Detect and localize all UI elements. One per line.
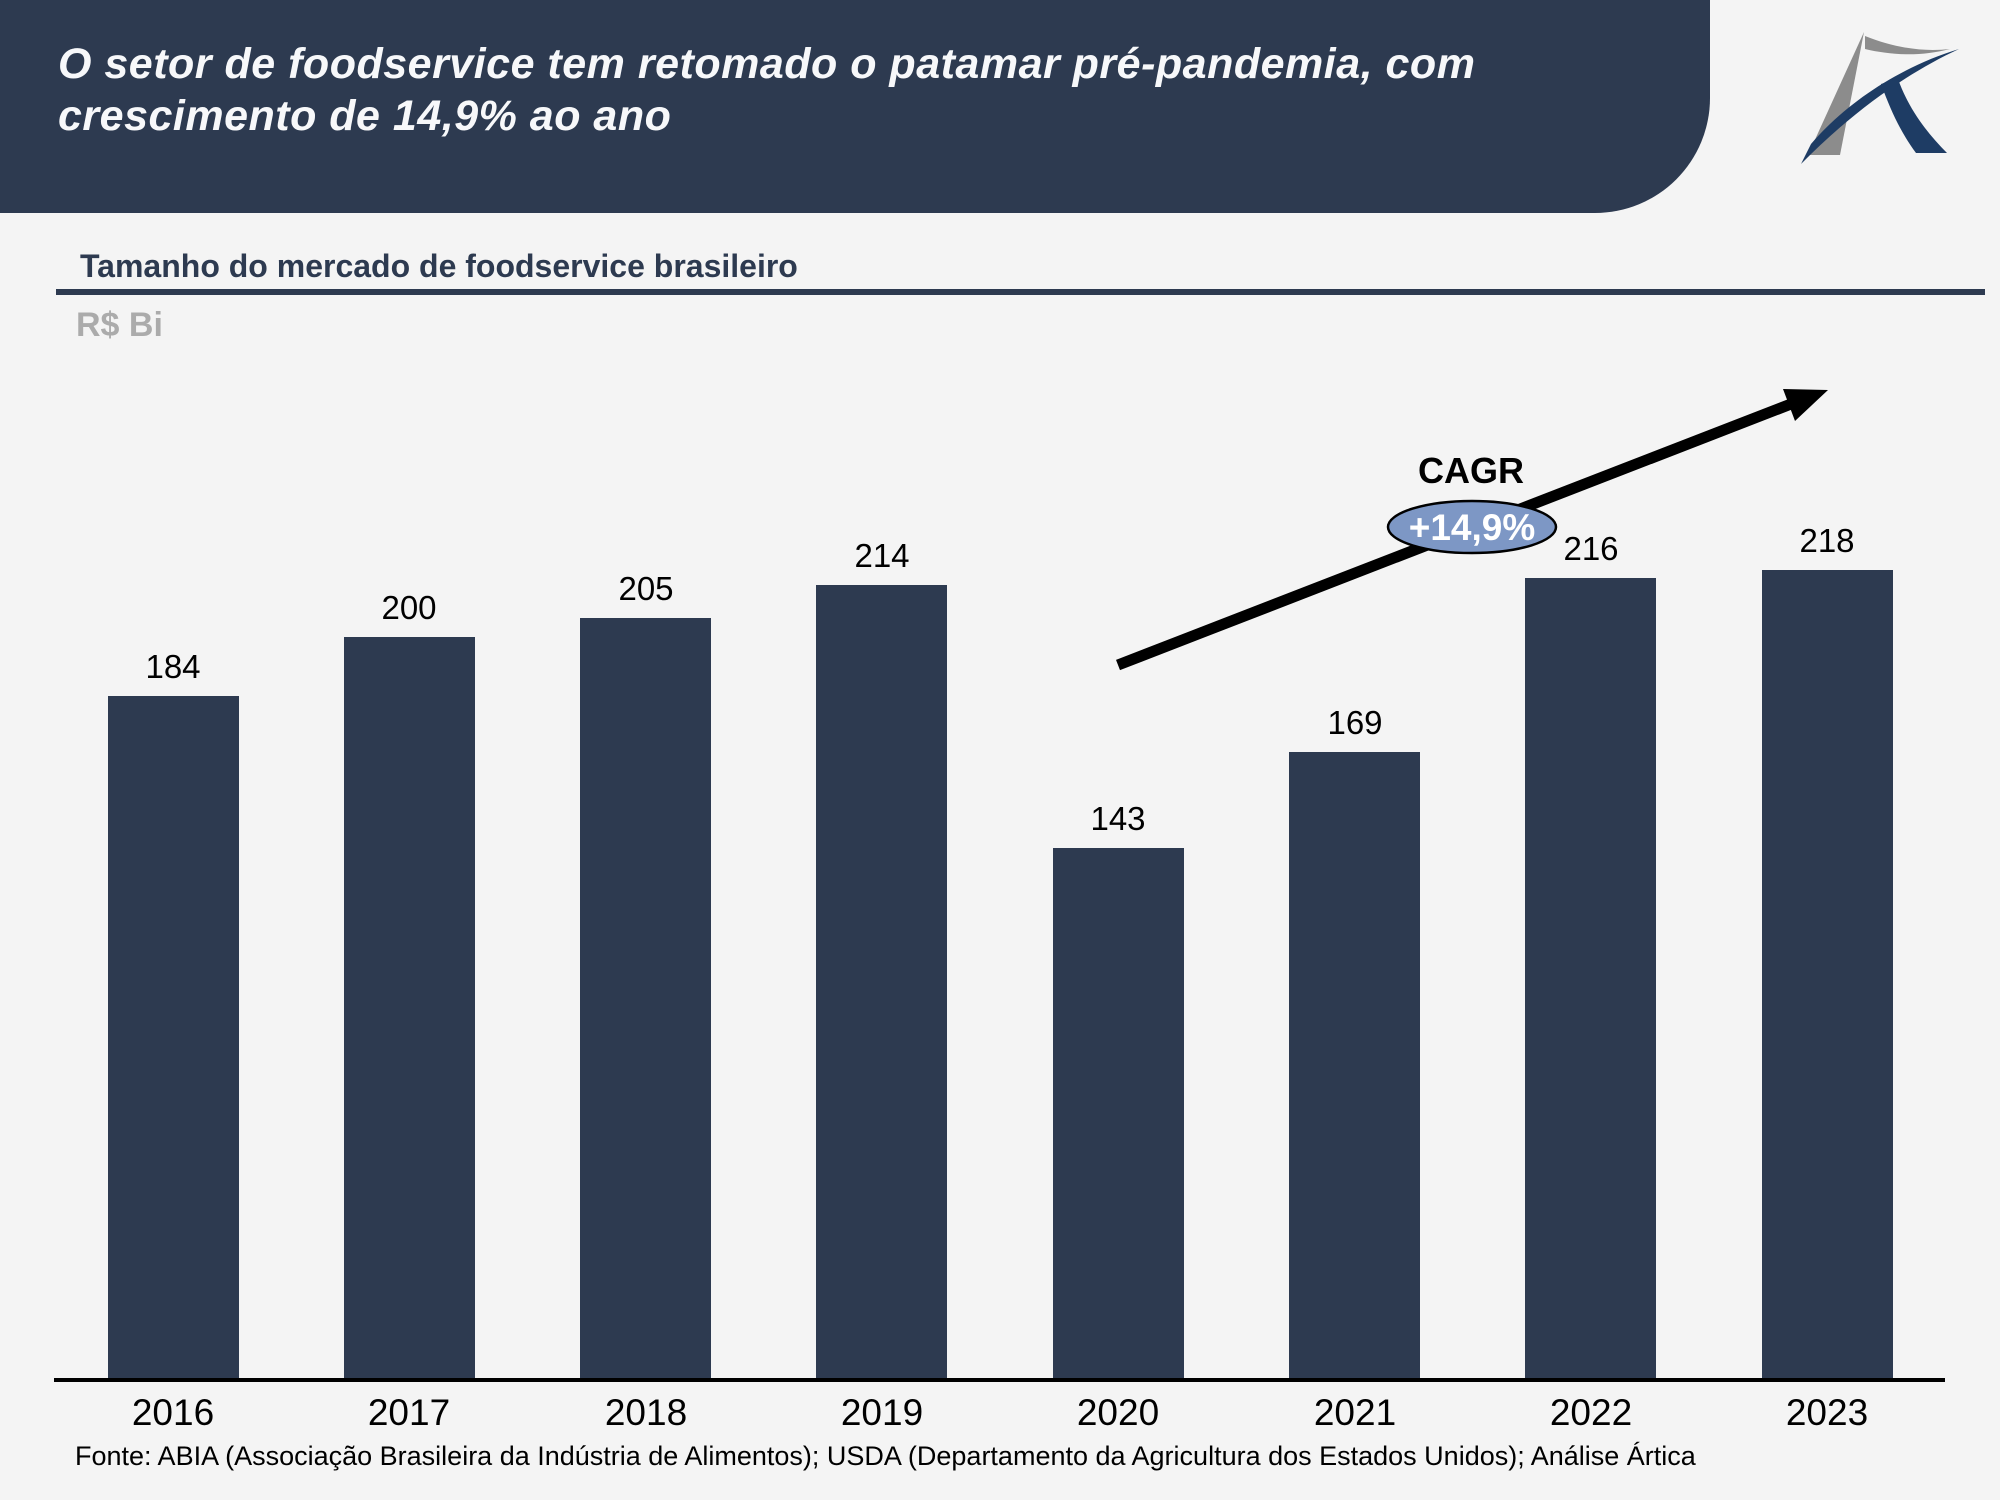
logo-gray-peak: [1808, 32, 1864, 155]
chart-title: Tamanho do mercado de foodservice brasil…: [80, 248, 798, 284]
slide-title-line1: O setor de foodservice tem retomado o pa…: [58, 40, 1476, 88]
unit-label: R$ Bi: [76, 306, 163, 344]
bar-2019: [816, 585, 947, 1378]
source-footnote: Fonte: ABIA (Associação Brasileira da In…: [75, 1441, 1696, 1471]
bar-value-label: 205: [618, 570, 674, 607]
bar-value-label: 218: [1799, 522, 1855, 559]
x-axis-tick-label: 2022: [1549, 1392, 1633, 1433]
x-axis-tick-label: 2019: [840, 1392, 924, 1433]
bar-value-label: 143: [1090, 800, 1146, 837]
bar-2016: [108, 696, 239, 1378]
header-banner: O setor de foodservice tem retomado o pa…: [0, 0, 1710, 213]
x-axis-line: [54, 1378, 1945, 1382]
cagr-label: CAGR: [1418, 450, 1524, 491]
bar-value-label: 216: [1563, 530, 1619, 567]
bar-value-label: 214: [854, 537, 910, 574]
x-axis-tick-label: 2020: [1076, 1392, 1160, 1433]
bar-2023: [1762, 570, 1893, 1378]
bar-value-label: 184: [145, 648, 201, 685]
bar-2022: [1525, 578, 1656, 1378]
bar-value-label: 169: [1327, 704, 1383, 741]
bar-value-label: 200: [381, 589, 437, 626]
bar-2018: [580, 618, 711, 1378]
slide-title-line2: crescimento de 14,9% ao ano: [58, 92, 672, 141]
x-axis-tick-label: 2016: [131, 1392, 215, 1433]
logo-navy-leg: [1881, 79, 1947, 153]
x-axis-tick-label: 2018: [604, 1392, 688, 1433]
bar-2017: [344, 637, 475, 1378]
logo-gray-swoosh: [1865, 36, 1950, 55]
bar-2021: [1289, 752, 1420, 1378]
x-axis-tick-label: 2023: [1785, 1392, 1869, 1433]
bar-2020: [1053, 848, 1184, 1378]
artica-logo-icon: [1801, 32, 1959, 164]
x-axis-tick-label: 2021: [1313, 1392, 1397, 1433]
slide-title: O setor de foodservice tem retomado o pa…: [58, 38, 1478, 143]
trend-arrow-line: [1116, 398, 1793, 671]
trend-arrowhead-icon: [1783, 389, 1828, 421]
chart-title-underline: [56, 289, 1985, 295]
x-axis-tick-label: 2017: [367, 1392, 451, 1433]
